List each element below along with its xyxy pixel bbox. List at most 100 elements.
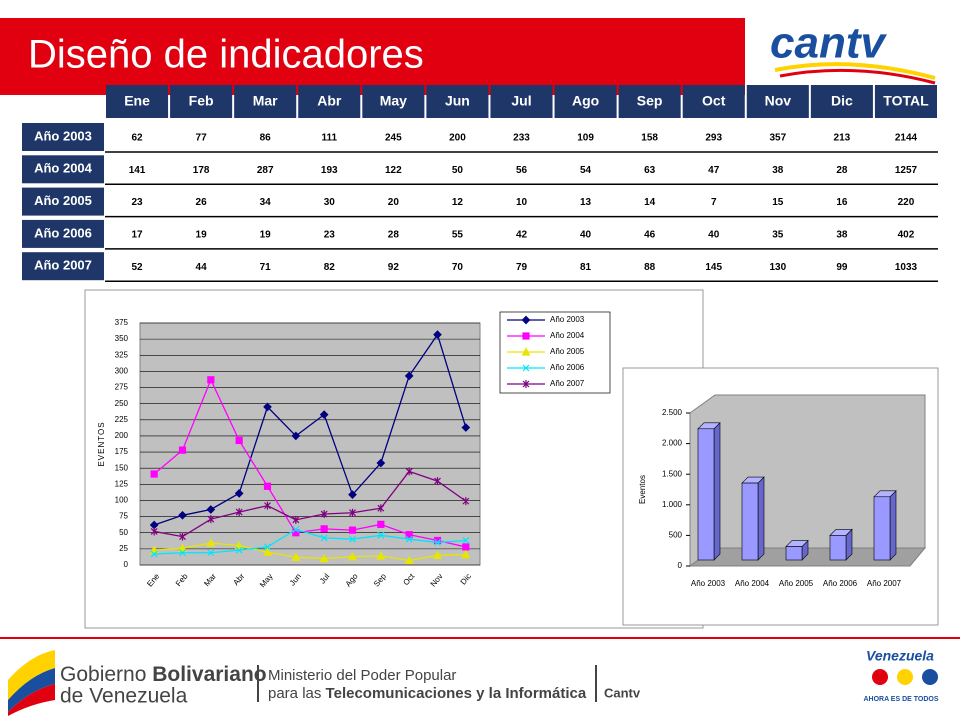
- cell: 19: [196, 230, 208, 241]
- header-label: Feb: [189, 93, 214, 109]
- legend-label: Año 2004: [550, 331, 585, 340]
- marker: [264, 543, 271, 551]
- venezuela-figures: [872, 669, 938, 685]
- header-label: Ene: [124, 93, 150, 109]
- cell: 42: [516, 230, 528, 241]
- y-tick-label: 250: [115, 399, 129, 408]
- marker: [234, 540, 244, 550]
- cell: 23: [324, 230, 336, 241]
- slogan: AHORA ES DE TODOS: [863, 696, 938, 703]
- marker: [348, 490, 357, 500]
- y-tick-label: 25: [119, 544, 128, 553]
- cell: 86: [260, 133, 272, 144]
- cell: 88: [644, 262, 656, 273]
- marker: [234, 489, 244, 498]
- header-label: Nov: [765, 93, 792, 109]
- cell: 245: [385, 133, 402, 144]
- y-axis-label: Eventos: [638, 475, 647, 504]
- marker: [461, 423, 471, 432]
- header-cell: [234, 85, 297, 118]
- marker: [177, 543, 188, 552]
- cell: 14: [644, 197, 656, 208]
- cell: 145: [705, 262, 722, 273]
- cell: 38: [772, 165, 784, 176]
- y-tick-label: 175: [115, 447, 129, 456]
- title-band: [0, 18, 745, 95]
- marker: [376, 458, 386, 468]
- cell: 293: [705, 133, 722, 144]
- ministry-text: para las Telecomunicaciones y la Informá…: [268, 685, 587, 702]
- y-tick-label: 150: [115, 463, 129, 472]
- bar: [697, 428, 715, 561]
- ministry-text: Ministerio del Poder Popular: [268, 667, 456, 684]
- header-cell: [554, 85, 617, 118]
- y-tick-label: 1.500: [662, 469, 683, 478]
- row-label: Año 2006: [34, 225, 92, 240]
- header-cell: [810, 85, 873, 118]
- legend-box: [499, 311, 611, 394]
- marker: [348, 526, 357, 534]
- cell: 16: [836, 197, 848, 208]
- cell: 55: [452, 230, 464, 241]
- gov-text: de Venezuela: [60, 685, 188, 708]
- marker: [292, 526, 300, 533]
- x-tick-label: Año 2007: [867, 579, 902, 588]
- marker: [522, 332, 530, 340]
- cell: 56: [516, 165, 528, 176]
- marker: [522, 364, 530, 372]
- cell: 402: [898, 230, 915, 241]
- marker: [320, 510, 328, 519]
- cell: 111: [321, 133, 337, 144]
- cell: 200: [449, 133, 466, 144]
- row-label: Año 2004: [34, 161, 93, 176]
- cell: 99: [836, 262, 848, 273]
- cantv-text: Cantv: [604, 685, 641, 700]
- cell: 15: [772, 197, 784, 208]
- marker: [235, 436, 243, 445]
- flag: [8, 650, 55, 716]
- y-tick-label: 200: [115, 431, 129, 440]
- marker: [292, 515, 300, 524]
- plot-area: [139, 322, 481, 566]
- marker: [178, 510, 187, 520]
- header-label: Oct: [702, 93, 726, 109]
- logo-swoosh: [774, 62, 936, 80]
- row-label: Año 2003: [34, 128, 92, 143]
- cell: 178: [193, 165, 210, 176]
- header-label: May: [380, 93, 407, 109]
- series-line: [154, 542, 466, 562]
- y-tick-label: 100: [115, 496, 129, 505]
- bar: [873, 496, 891, 561]
- marker: [404, 371, 414, 381]
- cell: 213: [834, 133, 851, 144]
- y-tick-label: 125: [115, 479, 129, 488]
- legend-label: Año 2006: [550, 363, 585, 372]
- cell: 141: [129, 165, 146, 176]
- legend-label: Año 2003: [550, 315, 585, 324]
- row-label-cell: [22, 219, 104, 248]
- marker: [377, 531, 385, 539]
- marker: [432, 550, 443, 559]
- marker: [377, 520, 385, 528]
- y-tick-label: 2.000: [662, 439, 683, 448]
- y-tick-label: 500: [669, 531, 683, 540]
- cell: 287: [257, 165, 274, 176]
- marker: [207, 549, 215, 557]
- header-cell: [874, 85, 937, 118]
- marker: [521, 315, 531, 325]
- cell: 1257: [895, 165, 918, 176]
- marker: [320, 525, 328, 533]
- cell: 71: [260, 262, 272, 273]
- marker: [263, 402, 272, 412]
- header-label: Sep: [637, 93, 663, 109]
- cell: 130: [769, 262, 786, 273]
- row-label-cell: [22, 252, 104, 281]
- cell: 23: [131, 197, 143, 208]
- bar: [741, 482, 759, 561]
- cell: 7: [711, 197, 717, 208]
- marker: [434, 477, 441, 486]
- header-label: Ago: [572, 93, 599, 109]
- header-cell: [426, 85, 489, 118]
- cell: 44: [196, 262, 208, 273]
- series-line: [153, 333, 467, 526]
